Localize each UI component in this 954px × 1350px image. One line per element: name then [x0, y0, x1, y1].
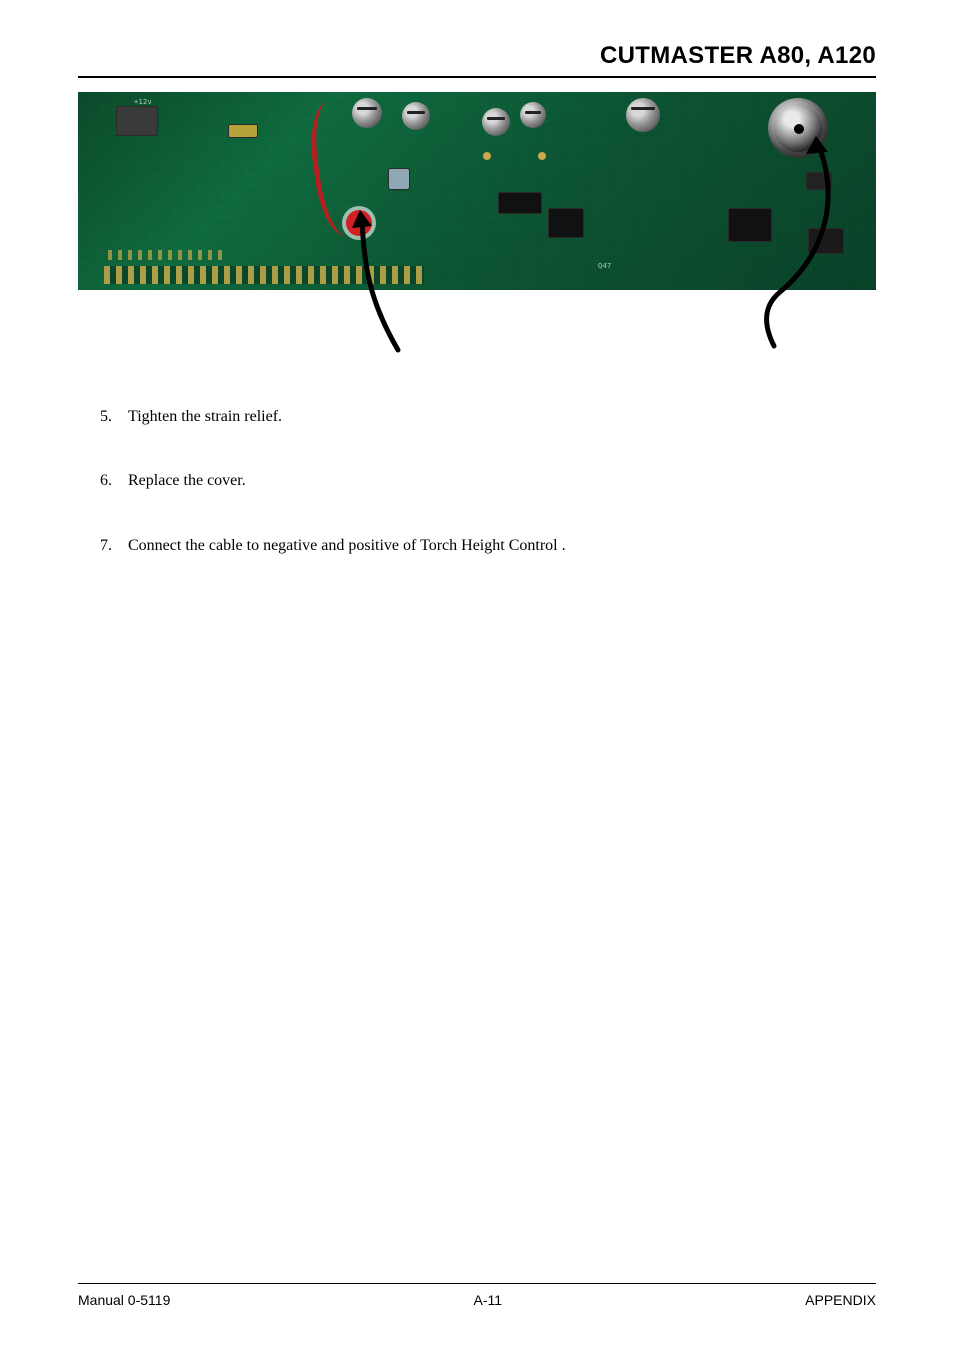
pcb-board: +12v Q47	[78, 92, 876, 290]
pcb-edge-connector	[104, 266, 424, 284]
instruction-steps: 5. Tighten the strain relief. 6. Replace…	[78, 406, 876, 599]
pcb-component	[728, 208, 772, 242]
screw-icon	[482, 108, 510, 136]
silkscreen-label: Q47	[598, 262, 612, 270]
step-item: 6. Replace the cover.	[100, 470, 876, 492]
pcb-component	[548, 208, 584, 238]
pcb-component	[808, 228, 844, 254]
pcb-pad-row	[108, 250, 228, 260]
screw-icon	[520, 102, 546, 128]
screw-icon	[626, 98, 660, 132]
silkscreen-label: +12v	[134, 98, 152, 106]
pcb-component	[806, 172, 832, 190]
page-title: CUTMASTER A80, A120	[78, 42, 876, 70]
pcb-pad	[483, 152, 491, 160]
step-item: 5. Tighten the strain relief.	[100, 406, 876, 428]
page-container: CUTMASTER A80, A120 +12v Q47	[0, 0, 954, 1350]
pcb-component	[228, 124, 258, 138]
step-item: 7. Connect the cable to negative and pos…	[100, 535, 876, 557]
step-text: Connect the cable to negative and positi…	[128, 535, 566, 557]
step-text: Replace the cover.	[128, 470, 246, 492]
footer-left: Manual 0-5119	[78, 1292, 170, 1308]
step-number: 6.	[100, 472, 128, 490]
pcb-component	[116, 106, 158, 136]
figure-whitespace	[78, 290, 876, 334]
ring-terminal	[768, 98, 828, 158]
screw-icon	[352, 98, 382, 128]
page-header: CUTMASTER A80, A120	[78, 42, 876, 78]
footer-right: APPENDIX	[805, 1292, 876, 1308]
pcb-pad	[538, 152, 546, 160]
step-number: 7.	[100, 537, 128, 555]
step-number: 5.	[100, 408, 128, 426]
pcb-component	[498, 192, 542, 214]
page-footer: Manual 0-5119 A-11 APPENDIX	[78, 1283, 876, 1308]
screw-icon	[402, 102, 430, 130]
red-solder-point	[346, 210, 372, 236]
footer-center: A-11	[474, 1292, 503, 1308]
pcb-component	[388, 168, 410, 190]
pcb-figure: +12v Q47	[78, 92, 876, 334]
step-text: Tighten the strain relief.	[128, 406, 282, 428]
